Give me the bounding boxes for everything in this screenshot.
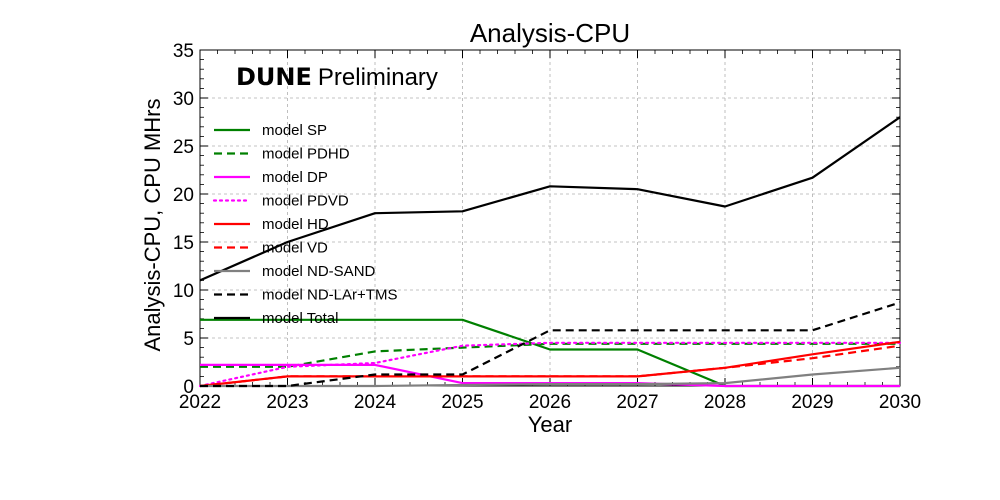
y-tick-label: 15 [173,233,194,254]
series-lines [198,116,902,388]
x-tick-label: 2026 [529,392,571,413]
legend-label-model-nd-sand: model ND-SAND [262,263,376,280]
legend-label-model-pdvd: model PDVD [262,193,349,210]
chart-title: Analysis-CPU [470,18,630,48]
legend-label-model-pdhd: model PDHD [262,146,350,163]
x-tick-label: 2029 [791,392,833,413]
y-tick-label: 35 [173,41,194,62]
dune-preliminary-annotation: DUNE Preliminary [236,63,438,91]
legend: model SP model PDHD model DP model PDVD mode… [212,122,397,327]
y-tick-label: 30 [173,89,194,110]
y-axis-label: Analysis-CPU, CPU MHrs [140,98,165,351]
legend-label-model-nd-lar-tms: model ND-LAr+TMS [262,287,397,304]
legend-label-model-sp: model SP [262,122,327,139]
x-tick-label: 2028 [704,392,746,413]
y-tick-label: 20 [173,185,194,206]
y-tick-label: 10 [173,281,194,302]
annotation-text: Preliminary [318,64,438,91]
legend-label-model-dp: model DP [262,169,328,186]
y-tick-label: 0 [183,377,194,398]
annotation-bold: DUNE [236,63,312,91]
y-tick-label: 5 [183,329,194,350]
legend-label-model-vd: model VD [262,240,328,257]
legend-label-model-hd: model HD [262,216,329,233]
x-tick-label: 2023 [266,392,308,413]
x-tick-label: 2030 [879,392,921,413]
x-tick-label: 2027 [616,392,658,413]
grid [200,50,900,386]
y-tick-label: 25 [173,137,194,158]
x-tick-label: 2024 [354,392,397,413]
series-line-model-total [199,116,901,282]
x-tick-label: 2022 [179,392,221,413]
x-axis-label: Year [528,412,572,437]
x-tick-label: 2025 [441,392,483,413]
series-line-model-pdvd [198,341,902,388]
legend-label-model-total: model Total [262,310,338,327]
series-line-model-nd-sand [200,366,901,388]
series-line-model-vd [199,344,901,388]
